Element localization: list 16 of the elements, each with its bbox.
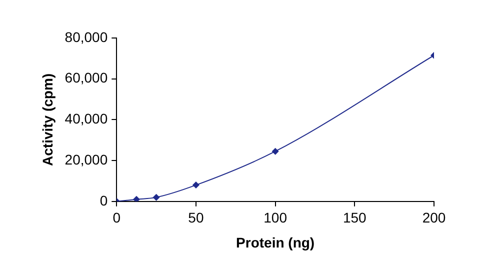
x-tick-label: 100 (264, 210, 288, 226)
x-tick-label: 150 (342, 210, 367, 226)
x-tick-label: 200 (422, 210, 446, 226)
x-tick-label: 0 (112, 210, 121, 226)
y-tick-label: 40,000 (64, 110, 108, 127)
y-axis-title: Activity (cpm) (39, 73, 56, 166)
y-tick-label: 0 (100, 192, 108, 208)
y-tick-label: 20,000 (64, 151, 108, 168)
point (132, 196, 140, 202)
point (192, 182, 200, 189)
y-tick-label: 80,000 (64, 28, 108, 45)
y-tick-label: 60,000 (64, 70, 108, 86)
point (152, 194, 160, 201)
point (272, 148, 279, 155)
x-tick-label: 50 (188, 210, 204, 226)
x-axis-title: Protein (ng) (236, 234, 315, 250)
